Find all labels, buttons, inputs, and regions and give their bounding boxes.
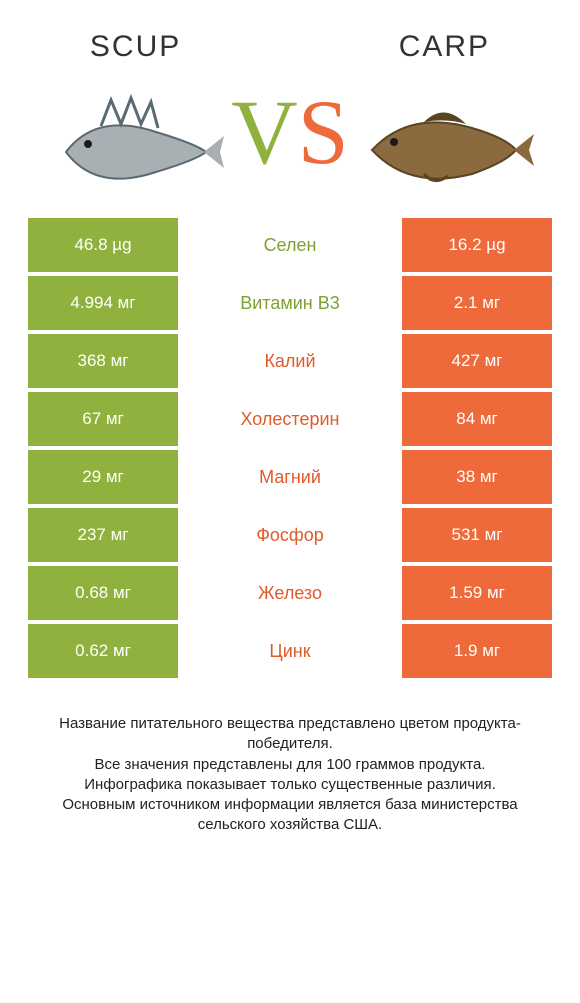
nutrient-label: Селен bbox=[178, 218, 402, 272]
table-row: 29 мгМагний38 мг bbox=[28, 450, 552, 504]
left-value: 46.8 µg bbox=[28, 218, 178, 272]
page: Scup VS Carp bbox=[0, 0, 580, 1003]
right-value: 84 мг bbox=[402, 392, 552, 446]
fish-icon bbox=[354, 82, 534, 202]
left-value: 237 мг bbox=[28, 508, 178, 562]
left-value: 368 мг bbox=[28, 334, 178, 388]
table-row: 67 мгХолестерин84 мг bbox=[28, 392, 552, 446]
fish-icon bbox=[46, 82, 226, 202]
table-row: 368 мгКалий427 мг bbox=[28, 334, 552, 388]
right-value: 16.2 µg bbox=[402, 218, 552, 272]
right-value: 427 мг bbox=[402, 334, 552, 388]
table-row: 0.62 мгЦинк1.9 мг bbox=[28, 624, 552, 678]
comparison-table: 46.8 µgСелен16.2 µg4.994 мгВитамин B32.1… bbox=[0, 218, 580, 678]
left-value: 0.68 мг bbox=[28, 566, 178, 620]
left-product-header: Scup bbox=[40, 30, 231, 202]
left-value: 4.994 мг bbox=[28, 276, 178, 330]
vs-s: S bbox=[298, 81, 349, 183]
footer-line: Инфографика показывает только существенн… bbox=[30, 775, 550, 795]
right-title: Carp bbox=[399, 30, 490, 64]
table-row: 237 мгФосфор531 мг bbox=[28, 508, 552, 562]
nutrient-label: Магний bbox=[178, 450, 402, 504]
vs-text: VS bbox=[231, 86, 349, 178]
left-value: 29 мг bbox=[28, 450, 178, 504]
nutrient-label: Калий bbox=[178, 334, 402, 388]
nutrient-label: Витамин B3 bbox=[178, 276, 402, 330]
nutrient-label: Фосфор bbox=[178, 508, 402, 562]
table-row: 0.68 мгЖелезо1.59 мг bbox=[28, 566, 552, 620]
right-value: 38 мг bbox=[402, 450, 552, 504]
scup-image bbox=[46, 82, 226, 202]
nutrient-label: Холестерин bbox=[178, 392, 402, 446]
footer-line: Все значения представлены для 100 граммо… bbox=[30, 755, 550, 775]
footer: Название питательного вещества представл… bbox=[0, 678, 580, 836]
nutrient-label: Цинк bbox=[178, 624, 402, 678]
vs-v: V bbox=[231, 81, 297, 183]
table-row: 4.994 мгВитамин B32.1 мг bbox=[28, 276, 552, 330]
left-value: 67 мг bbox=[28, 392, 178, 446]
header: Scup VS Carp bbox=[0, 0, 580, 212]
vs-block: VS bbox=[231, 30, 349, 178]
right-value: 531 мг bbox=[402, 508, 552, 562]
nutrient-label: Железо bbox=[178, 566, 402, 620]
left-value: 0.62 мг bbox=[28, 624, 178, 678]
right-value: 2.1 мг bbox=[402, 276, 552, 330]
footer-line: Основным источником информации является … bbox=[30, 795, 550, 836]
footer-line: Название питательного вещества представл… bbox=[30, 714, 550, 755]
right-value: 1.59 мг bbox=[402, 566, 552, 620]
left-title: Scup bbox=[90, 30, 181, 64]
right-value: 1.9 мг bbox=[402, 624, 552, 678]
table-row: 46.8 µgСелен16.2 µg bbox=[28, 218, 552, 272]
carp-image bbox=[354, 82, 534, 202]
right-product-header: Carp bbox=[349, 30, 540, 202]
